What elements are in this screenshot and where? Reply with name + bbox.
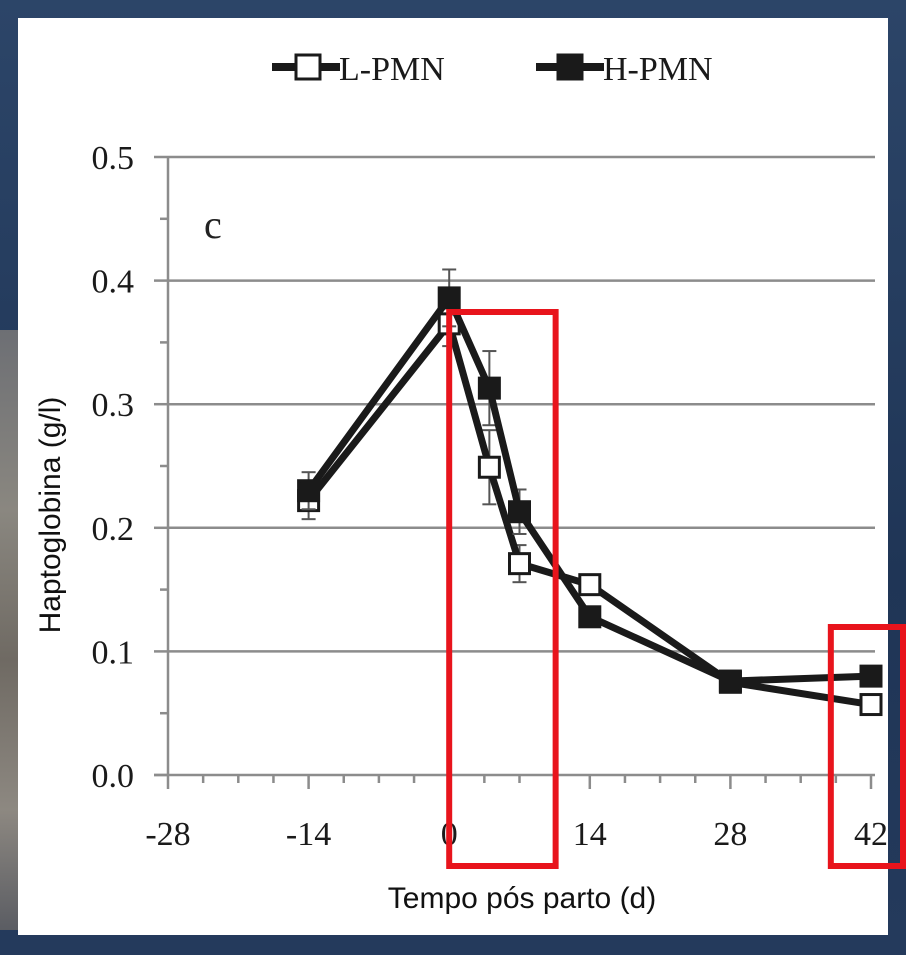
data-point-filled-square <box>508 500 531 524</box>
y-axis-title: Haptoglobina (g/l) <box>34 397 67 634</box>
y-tick-label: 0.3 <box>92 387 135 424</box>
data-point-filled-square <box>859 664 883 688</box>
panel-label: c <box>204 202 222 247</box>
legend-label-l-pmn: L-PMN <box>339 51 445 88</box>
x-tick-label: 14 <box>573 816 607 853</box>
x-axis-title: Tempo pós parto (d) <box>388 882 656 915</box>
highlight-box <box>446 309 559 869</box>
y-tick-label: 0.5 <box>92 140 135 177</box>
series-h-pmn <box>297 268 883 693</box>
gridlines <box>168 155 875 653</box>
y-tick-label: 0.1 <box>92 634 135 671</box>
highlight-box <box>827 624 906 869</box>
legend-marker-open-square <box>294 53 322 81</box>
legend-label-h-pmn: H-PMN <box>603 51 713 88</box>
x-tick-label: -28 <box>145 816 190 853</box>
data-point-filled-square <box>477 376 501 400</box>
series <box>297 268 883 717</box>
x-tick-label: 28 <box>713 816 747 853</box>
data-point-filled-square <box>437 286 461 310</box>
data-point-open-square <box>859 693 883 717</box>
data-point-open-square <box>508 552 531 576</box>
y-tick-label: 0.0 <box>92 758 135 795</box>
data-point-open-square <box>477 455 501 479</box>
chart-panel <box>18 18 888 935</box>
data-point-open-square <box>578 573 602 597</box>
legend-item-h-pmn: H-PMN <box>536 51 713 88</box>
x-tick-label: 42 <box>854 816 888 853</box>
y-tick-label: 0.2 <box>92 511 135 548</box>
legend: L-PMN H-PMN <box>272 51 713 88</box>
y-tick-label: 0.4 <box>92 264 135 301</box>
axes: 0.00.10.20.30.40.5-28 -14 0 14 28 42 <box>92 140 889 853</box>
highlight-boxes <box>446 309 906 869</box>
legend-marker-filled-square <box>556 53 584 81</box>
x-tick-label: -14 <box>286 816 331 853</box>
legend-item-l-pmn: L-PMN <box>272 51 445 88</box>
data-point-filled-square <box>578 605 602 629</box>
data-point-filled-square <box>718 669 742 693</box>
data-point-filled-square <box>297 479 321 503</box>
